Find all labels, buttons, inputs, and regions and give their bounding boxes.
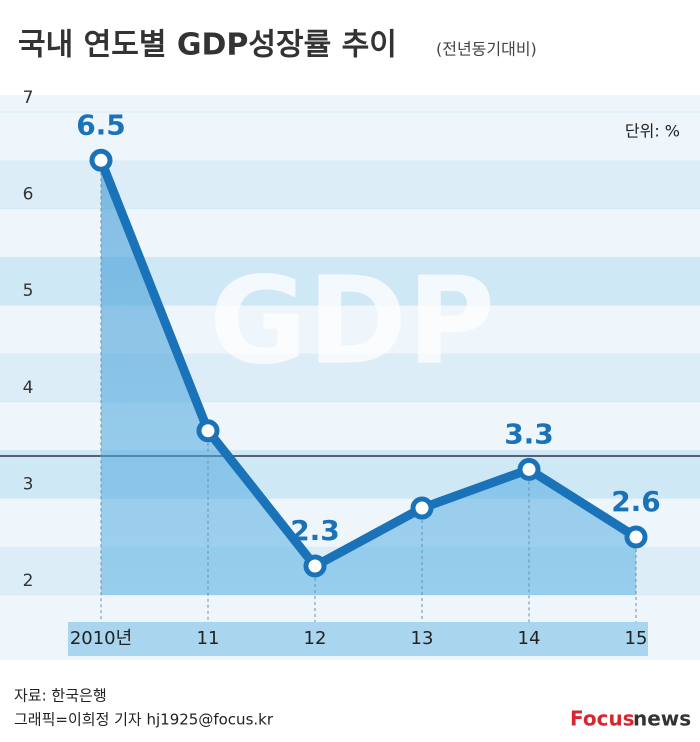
line	[96, 158, 639, 571]
point	[410, 496, 434, 520]
y-tick-label: 3	[23, 474, 34, 494]
point	[303, 554, 327, 578]
point	[624, 525, 648, 549]
y-tick-label: 5	[23, 281, 34, 301]
y-tick-label: 6	[23, 185, 34, 205]
point	[196, 419, 220, 443]
data-label: 2.6	[611, 485, 661, 518]
data-label: 6.5	[76, 108, 126, 141]
x-tick-label: 2010년	[70, 628, 132, 649]
y-tick-label: 7	[23, 88, 34, 108]
background-text: GDP	[209, 253, 495, 392]
x-tick-label: 12	[304, 628, 327, 649]
point	[89, 148, 113, 172]
chart-title: 국내 연도별 GDP성장률 추이	[18, 28, 397, 63]
x-tick-label: 11	[197, 628, 220, 649]
logo-suffix: news	[633, 707, 691, 731]
area	[101, 160, 636, 596]
data-label: 2.3	[290, 514, 340, 547]
logo-brand: Focus	[570, 707, 635, 731]
x-axis-band	[68, 622, 648, 656]
unit-label: 단위: %	[625, 122, 680, 141]
x-tick-label: 14	[518, 628, 541, 649]
y-tick-label: 2	[23, 571, 34, 591]
chart-subtitle: (전년동기대비)	[436, 40, 537, 59]
point	[517, 457, 541, 481]
credit: 그래픽=이희정 기자 hj1925@focus.kr	[14, 711, 274, 729]
y-tick-label: 4	[23, 378, 34, 398]
x-tick-label: 15	[625, 628, 648, 649]
x-tick-label: 13	[411, 628, 434, 649]
source: 자료: 한국은행	[14, 687, 107, 705]
data-label: 3.3	[504, 417, 554, 450]
